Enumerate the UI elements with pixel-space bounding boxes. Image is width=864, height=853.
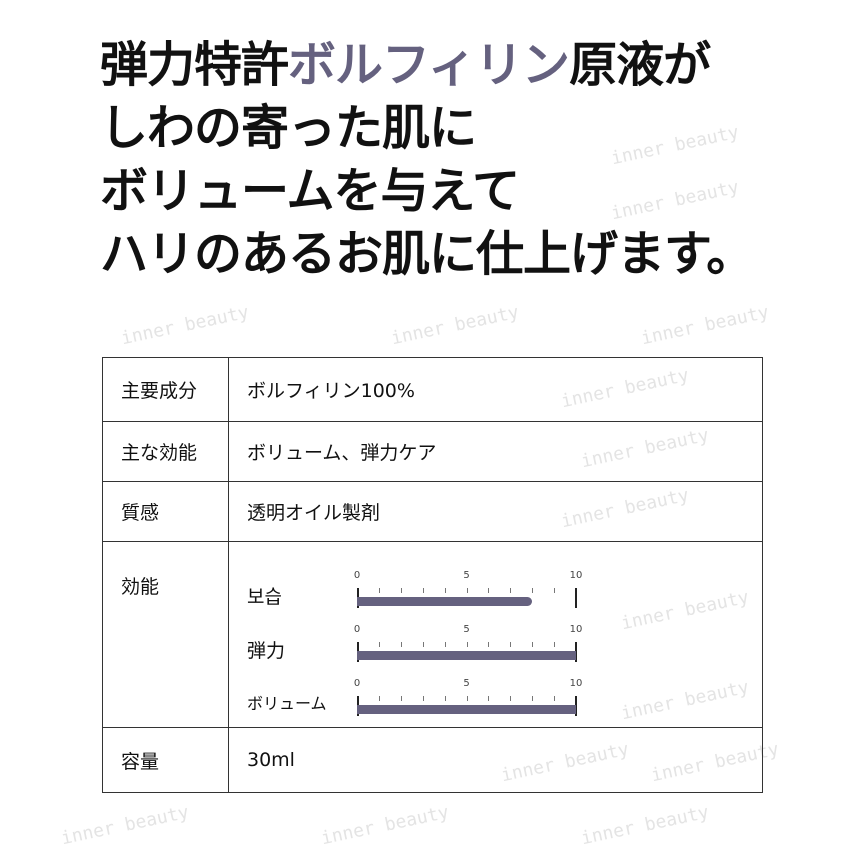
table-row: 容量 30ml bbox=[102, 727, 763, 793]
tick-mark bbox=[400, 696, 402, 701]
scale-end-mark bbox=[575, 588, 577, 608]
gauge-track: 0 5 10 bbox=[353, 564, 582, 618]
tick-mark bbox=[422, 588, 424, 593]
watermark-text: inner beauty bbox=[319, 801, 451, 850]
watermark-text: inner beauty bbox=[639, 301, 771, 350]
table-row: 主要成分 ボルフィリン100% bbox=[102, 357, 763, 422]
gauge-bar bbox=[357, 705, 576, 714]
tick-mark bbox=[444, 588, 446, 593]
row-label: 主要成分 bbox=[102, 357, 229, 422]
tick-mark bbox=[400, 642, 402, 647]
table-row: 効能 보습 0 5 10 弾力 0 5 10 ボリューム 0 5 10 bbox=[102, 541, 763, 728]
table-row: 質感 透明オイル製剤 bbox=[102, 481, 763, 542]
gauge-row: ボリューム 0 5 10 bbox=[247, 672, 762, 726]
scale-end-mark bbox=[575, 696, 577, 716]
tick-label: 5 bbox=[463, 678, 470, 689]
gauge-label: 弾力 bbox=[247, 640, 286, 662]
gauge-label: 보습 bbox=[247, 586, 282, 608]
gauge-track: 0 5 10 bbox=[353, 672, 582, 726]
tick-mark bbox=[378, 696, 380, 701]
tick-label: 5 bbox=[463, 570, 470, 581]
tick-mark bbox=[554, 642, 556, 647]
gauge-row: 보습 0 5 10 bbox=[247, 564, 762, 618]
row-label: 効能 bbox=[102, 541, 229, 728]
tick-mark bbox=[378, 588, 380, 593]
gauge-bar bbox=[357, 597, 533, 606]
row-value: ボルフィリン100% bbox=[228, 357, 763, 422]
headline-line-1: 弾力特許ボルフィリン原液が bbox=[100, 34, 753, 97]
tick-label: 10 bbox=[569, 678, 583, 689]
row-value: 30ml bbox=[228, 727, 763, 793]
headline-line-4: ハリのあるお肌に仕上げます。 bbox=[100, 226, 754, 282]
tick-mark bbox=[444, 696, 446, 701]
row-label: 容量 bbox=[102, 727, 229, 793]
tick-mark bbox=[554, 588, 556, 593]
tick-mark bbox=[532, 642, 534, 647]
row-label: 主な効能 bbox=[102, 421, 229, 482]
gauge-row: 弾力 0 5 10 bbox=[247, 618, 762, 672]
headline-text: 弾力特許 bbox=[100, 37, 289, 93]
tick-mark bbox=[532, 588, 534, 593]
tick-mark bbox=[510, 696, 512, 701]
tick-label: 0 bbox=[353, 678, 361, 689]
headline-line-2: しわの寄った肌に bbox=[100, 100, 477, 156]
headline-highlight: ボルフィリン bbox=[288, 37, 570, 93]
watermark-text: inner beauty bbox=[579, 801, 711, 850]
watermark-text: inner beauty bbox=[119, 301, 251, 350]
headline: 弾力特許ボルフィリン原液が しわの寄った肌に ボリュームを与えて ハリのあるお肌… bbox=[100, 34, 754, 286]
scale-end-mark bbox=[575, 642, 577, 662]
tick-mark bbox=[466, 642, 468, 647]
tick-mark bbox=[488, 696, 490, 701]
gauge-track: 0 5 10 bbox=[353, 618, 582, 672]
efficacy-gauges: 보습 0 5 10 弾力 0 5 10 ボリューム 0 5 10 bbox=[228, 541, 763, 728]
gauge-bar bbox=[357, 651, 576, 660]
tick-label: 10 bbox=[569, 570, 583, 581]
row-value: ボリューム、弾力ケア bbox=[228, 421, 763, 482]
tick-mark bbox=[444, 642, 446, 647]
tick-mark bbox=[466, 696, 468, 701]
tick-mark bbox=[532, 696, 534, 701]
tick-mark bbox=[422, 696, 424, 701]
watermark-text: inner beauty bbox=[59, 801, 191, 850]
watermark-text: inner beauty bbox=[389, 301, 521, 350]
tick-label: 0 bbox=[353, 624, 361, 635]
tick-label: 10 bbox=[569, 624, 583, 635]
gauge-label: ボリューム bbox=[247, 694, 327, 713]
tick-mark bbox=[554, 696, 556, 701]
tick-mark bbox=[488, 588, 490, 593]
tick-mark bbox=[488, 642, 490, 647]
tick-mark bbox=[510, 642, 512, 647]
spec-table: 主要成分 ボルフィリン100% 主な効能 ボリューム、弾力ケア 質感 透明オイル製剤 … bbox=[102, 357, 763, 793]
tick-label: 5 bbox=[463, 624, 470, 635]
tick-mark bbox=[466, 588, 468, 593]
headline-text: 原液が bbox=[569, 37, 711, 93]
headline-line-3: ボリュームを与えて bbox=[100, 163, 520, 219]
tick-mark bbox=[378, 642, 380, 647]
row-label: 質感 bbox=[102, 481, 229, 542]
row-value: 透明オイル製剤 bbox=[228, 481, 763, 542]
tick-mark bbox=[422, 642, 424, 647]
tick-mark bbox=[510, 588, 512, 593]
tick-mark bbox=[400, 588, 402, 593]
tick-label: 0 bbox=[353, 570, 361, 581]
table-row: 主な効能 ボリューム、弾力ケア bbox=[102, 421, 763, 482]
